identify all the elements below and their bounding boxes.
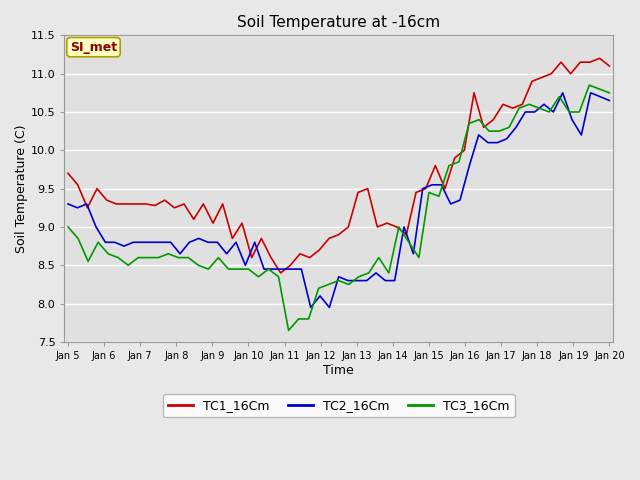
TC1_16Cm	[451, 155, 458, 161]
TC2_16Cm	[559, 90, 566, 96]
X-axis label: Time: Time	[323, 364, 354, 377]
TC1_16Cm	[64, 170, 72, 176]
Line: TC2_16Cm: TC2_16Cm	[68, 93, 609, 307]
TC3_16Cm	[556, 94, 563, 99]
TC1_16Cm	[93, 186, 101, 192]
Line: TC3_16Cm: TC3_16Cm	[68, 85, 609, 330]
TC3_16Cm	[164, 251, 172, 257]
TC2_16Cm	[120, 243, 128, 249]
Line: TC1_16Cm: TC1_16Cm	[68, 59, 609, 273]
TC1_16Cm	[277, 270, 285, 276]
TC2_16Cm	[465, 163, 473, 168]
TC3_16Cm	[586, 82, 593, 88]
TC1_16Cm	[306, 255, 314, 261]
TC3_16Cm	[605, 90, 613, 96]
Y-axis label: Soil Temperature (C): Soil Temperature (C)	[15, 124, 28, 253]
TC3_16Cm	[195, 263, 202, 268]
TC1_16Cm	[84, 205, 92, 211]
TC1_16Cm	[209, 220, 217, 226]
TC3_16Cm	[124, 263, 132, 268]
TC3_16Cm	[285, 327, 292, 333]
Legend: TC1_16Cm, TC2_16Cm, TC3_16Cm: TC1_16Cm, TC2_16Cm, TC3_16Cm	[163, 394, 515, 417]
TC1_16Cm	[596, 56, 604, 61]
TC1_16Cm	[605, 63, 613, 69]
TC2_16Cm	[605, 97, 613, 103]
Title: Soil Temperature at -16cm: Soil Temperature at -16cm	[237, 15, 440, 30]
TC3_16Cm	[64, 224, 72, 230]
TC2_16Cm	[353, 278, 361, 284]
TC3_16Cm	[265, 266, 273, 272]
TC3_16Cm	[595, 86, 603, 92]
TC2_16Cm	[307, 304, 314, 310]
TC2_16Cm	[64, 201, 72, 207]
Text: SI_met: SI_met	[70, 41, 117, 54]
TC2_16Cm	[204, 240, 212, 245]
TC2_16Cm	[83, 201, 90, 207]
TC1_16Cm	[441, 186, 449, 192]
TC2_16Cm	[148, 240, 156, 245]
